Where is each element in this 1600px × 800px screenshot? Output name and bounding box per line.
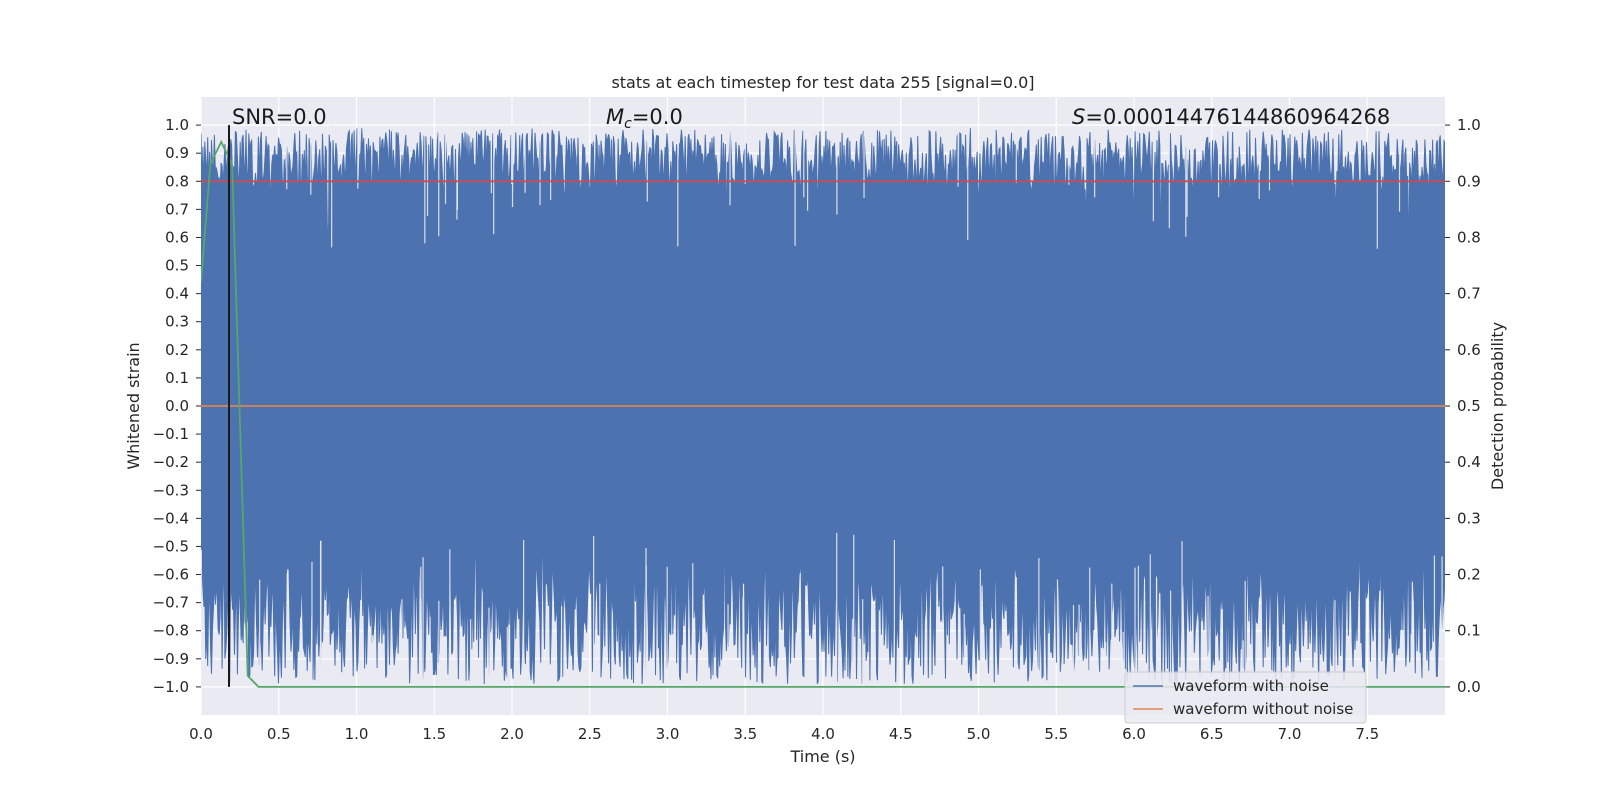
y2-tick-label: 1.0 xyxy=(1457,116,1481,134)
x-tick-label: 1.0 xyxy=(345,725,369,743)
y-tick-label: −0.8 xyxy=(153,622,189,640)
y-tick-label: −0.3 xyxy=(153,481,189,499)
y2-tick-label: 0.3 xyxy=(1457,509,1481,527)
chirp-mass-annotation: Mc=0.0 xyxy=(606,105,683,132)
x-tick-label: 4.5 xyxy=(889,725,913,743)
x-tick-label: 2.5 xyxy=(578,725,602,743)
y-tick-label: 0.5 xyxy=(165,257,189,275)
y-tick-label: 0.6 xyxy=(165,228,189,246)
y-tick-label: −0.4 xyxy=(153,509,189,527)
y-tick-label: 0.8 xyxy=(165,172,189,190)
x-tick-label: 0.0 xyxy=(189,725,213,743)
y-tick-label: −0.2 xyxy=(153,453,189,471)
y-tick-label: 0.1 xyxy=(165,369,189,387)
y2-tick-label: 0.1 xyxy=(1457,622,1481,640)
y2-tick-label: 0.6 xyxy=(1457,341,1481,359)
y2-tick-label: 0.9 xyxy=(1457,172,1481,190)
y-tick-label: 0.3 xyxy=(165,313,189,331)
y2-tick-label: 0.0 xyxy=(1457,678,1481,696)
legend-box xyxy=(1124,671,1367,724)
y2-tick-label: 0.7 xyxy=(1457,285,1481,303)
x-tick-label: 4.0 xyxy=(811,725,835,743)
x-tick-label: 2.0 xyxy=(500,725,524,743)
y2-tick-label: 0.2 xyxy=(1457,566,1481,584)
series-lines xyxy=(201,125,1445,688)
y2-tick-label: 0.5 xyxy=(1457,397,1481,415)
y-axis-title: Whitened strain xyxy=(124,342,143,469)
y-tick-label: 0.4 xyxy=(165,285,189,303)
y-tick-label: 0.7 xyxy=(165,200,189,218)
y-tick-label: −0.7 xyxy=(153,594,189,612)
x-tick-label: 0.5 xyxy=(267,725,291,743)
x-tick-label: 3.5 xyxy=(733,725,757,743)
x-axis-title: Time (s) xyxy=(789,747,855,766)
y-tick-label: 0.0 xyxy=(165,397,189,415)
y-tick-label: 0.2 xyxy=(165,341,189,359)
snr-annotation: SNR=0.0 xyxy=(232,105,327,129)
x-tick-label: 5.0 xyxy=(967,725,991,743)
score-annotation: S=0.00014476144860964268 xyxy=(1072,105,1390,129)
axis-ticks: 0.0 0.5 1.0 1.5 2.0 2.5 3.0 3.5 4.0 4.5 5.0 5.5 6.0 6… xyxy=(153,116,1481,743)
legend: waveform with noise waveform without noi… xyxy=(1124,671,1367,724)
legend-label-clean: waveform without noise xyxy=(1173,700,1353,718)
y-tick-label: −1.0 xyxy=(153,678,189,696)
y-tick-label: −0.6 xyxy=(153,566,189,584)
y-tick-label: −0.5 xyxy=(153,537,189,555)
x-tick-label: 6.0 xyxy=(1122,725,1146,743)
chart-title: stats at each timestep for test data 255… xyxy=(611,73,1034,92)
x-tick-label: 7.0 xyxy=(1278,725,1302,743)
y-tick-label: 1.0 xyxy=(165,116,189,134)
x-tick-label: 7.5 xyxy=(1355,725,1379,743)
y2-tick-label: 0.8 xyxy=(1457,228,1481,246)
y-tick-label: 0.9 xyxy=(165,144,189,162)
y-tick-label: −0.1 xyxy=(153,425,189,443)
y2-tick-label: 0.4 xyxy=(1457,453,1481,471)
legend-label-noise: waveform with noise xyxy=(1173,677,1329,695)
x-tick-label: 1.5 xyxy=(422,725,446,743)
series-line-3 xyxy=(201,139,1445,688)
y2-axis-title: Detection probability xyxy=(1488,322,1507,490)
y-tick-label: −0.9 xyxy=(153,650,189,668)
x-tick-label: 3.0 xyxy=(656,725,680,743)
x-tick-label: 6.5 xyxy=(1200,725,1224,743)
x-tick-label: 5.5 xyxy=(1044,725,1068,743)
